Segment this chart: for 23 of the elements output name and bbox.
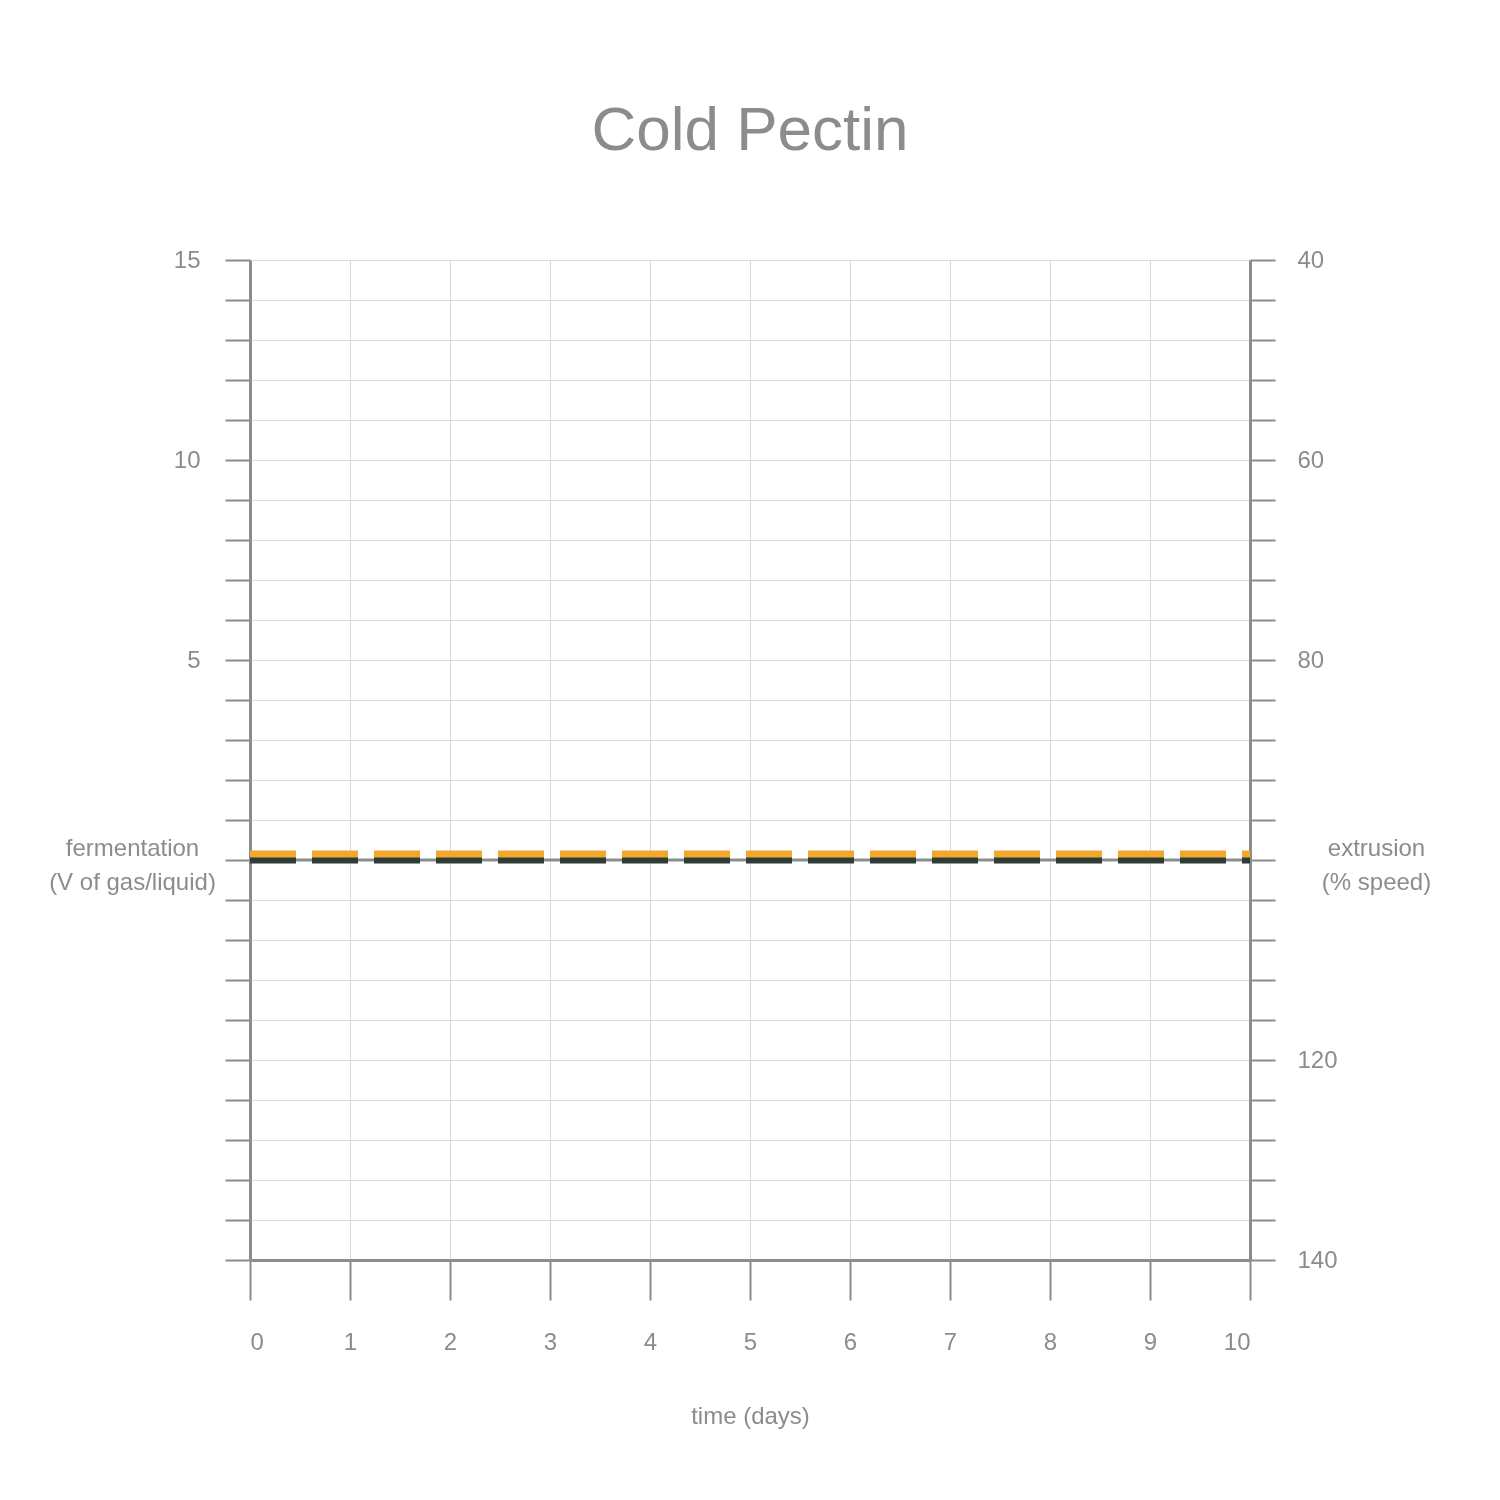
x-tick-label: 5	[743, 1327, 758, 1355]
y-axis-title: fermentation (V of gas/liquid)	[49, 833, 216, 895]
y2-tick-label: 40	[1297, 245, 1325, 273]
x-tick-label: 2	[443, 1327, 458, 1355]
x-tick-label: 10	[1223, 1327, 1251, 1355]
y2-tick-label: 60	[1297, 445, 1325, 473]
chart-title: Cold Pectin	[591, 94, 909, 163]
x-tick-label: 3	[543, 1327, 558, 1355]
y2-axis-title: extrusion (% speed)	[1321, 833, 1432, 895]
x-tick-label: 9	[1143, 1327, 1158, 1355]
x-tick-label: 1	[343, 1327, 358, 1355]
x-tick-label: 6	[843, 1327, 858, 1355]
y2-tick-label: 80	[1297, 645, 1325, 673]
x-tick-label: 0	[250, 1327, 264, 1355]
x-tick-label: 7	[943, 1327, 958, 1355]
x-tick-label: 4	[643, 1327, 658, 1355]
x-tick-label: 8	[1043, 1327, 1058, 1355]
y-tick-label: 10	[173, 445, 201, 473]
y-tick-label: 5	[187, 645, 201, 673]
y-tick-label: 15	[173, 245, 201, 273]
y2-tick-label: 120	[1297, 1045, 1338, 1073]
x-axis-title: time (days)	[691, 1401, 810, 1429]
y2-tick-label: 140	[1297, 1245, 1338, 1273]
